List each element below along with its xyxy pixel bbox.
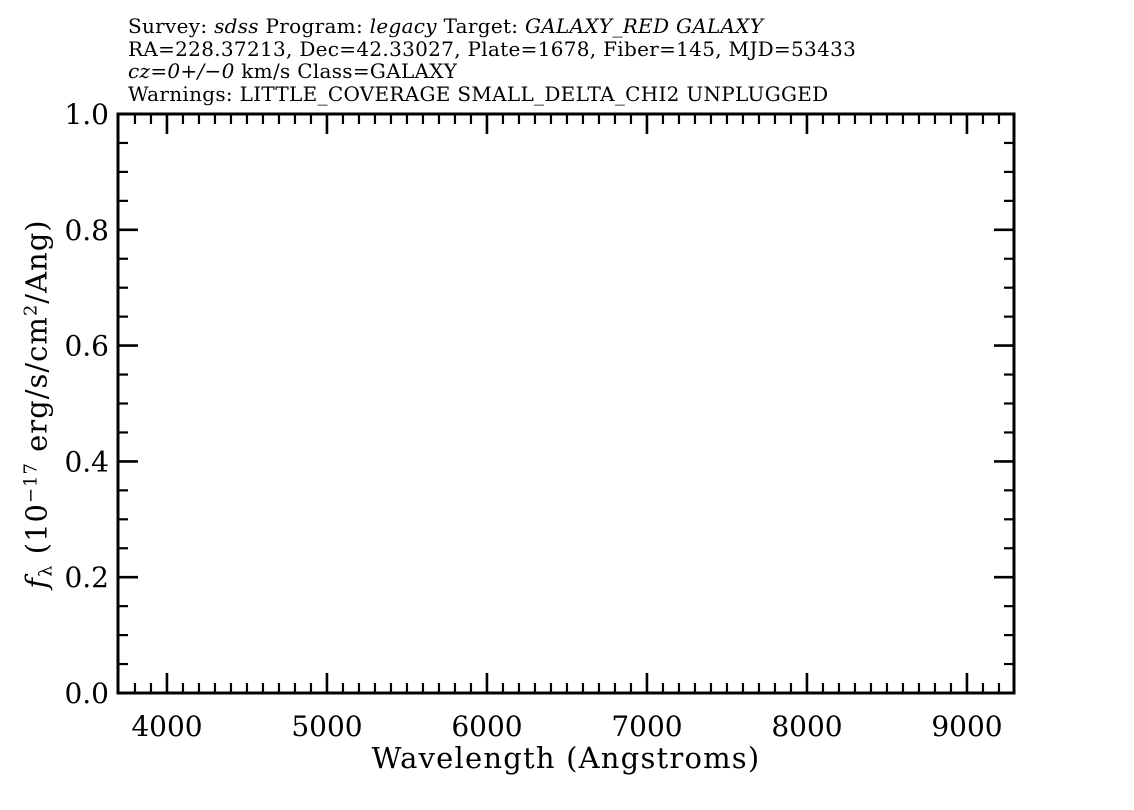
text-segment: GALAXY_RED GALAXY [525, 14, 764, 38]
text-segment: Target: [436, 14, 526, 38]
text-segment: sdss [214, 14, 259, 38]
x-tick-label: 7000 [611, 710, 682, 743]
text-segment: 2 [20, 303, 42, 317]
x-tick-label: 8000 [771, 710, 842, 743]
text-segment: f [19, 576, 54, 589]
x-tick-label: 6000 [451, 710, 522, 743]
text-segment: erg/s/cm [19, 316, 54, 463]
header-line-redshift: cz=0+/−0 km/s Class=GALAXY [128, 60, 856, 83]
header-line-warnings: Warnings: LITTLE_COVERAGE SMALL_DELTA_CH… [128, 81, 856, 106]
x-tick-label: 5000 [291, 710, 362, 743]
text-segment: Program: [258, 14, 370, 38]
plot-header: Survey: sdss Program: legacy Target: GAL… [128, 15, 856, 105]
header-line-survey: Survey: sdss Program: legacy Target: GAL… [128, 15, 856, 38]
header-line-coords: RA=228.37213, Dec=42.33027, Plate=1678, … [128, 36, 857, 61]
plot-border [116, 112, 1016, 695]
text-segment: Warnings: LITTLE_COVERAGE SMALL_DELTA_CH… [128, 81, 829, 106]
text-segment: (10 [19, 503, 54, 565]
x-tick-label: 4000 [131, 710, 202, 743]
text-segment: −17 [20, 462, 42, 504]
text-segment: RA=228.37213, Dec=42.33027, Plate=1678, … [128, 36, 857, 61]
text-segment: km/s Class=GALAXY [234, 59, 458, 83]
y-tick-label: 0.2 [64, 561, 109, 594]
text-segment: cz=0+/−0 [128, 59, 235, 83]
y-tick-label: 0.6 [64, 330, 109, 363]
text-segment: legacy [369, 14, 437, 38]
y-tick-label: 0.8 [64, 214, 109, 247]
text-segment: λ [35, 564, 57, 577]
y-tick-label: 0.0 [64, 677, 109, 710]
text-segment: /Ang) [19, 219, 54, 304]
text-segment: Survey: [128, 14, 215, 38]
y-tick-label: 1.0 [64, 98, 109, 131]
y-axis-title: fλ (10−17 erg/s/cm2/Ang) [19, 219, 56, 588]
x-tick-label: 9000 [931, 710, 1002, 743]
y-tick-label: 0.4 [64, 445, 109, 478]
x-axis-title: Wavelength (Angstroms) [371, 741, 761, 775]
